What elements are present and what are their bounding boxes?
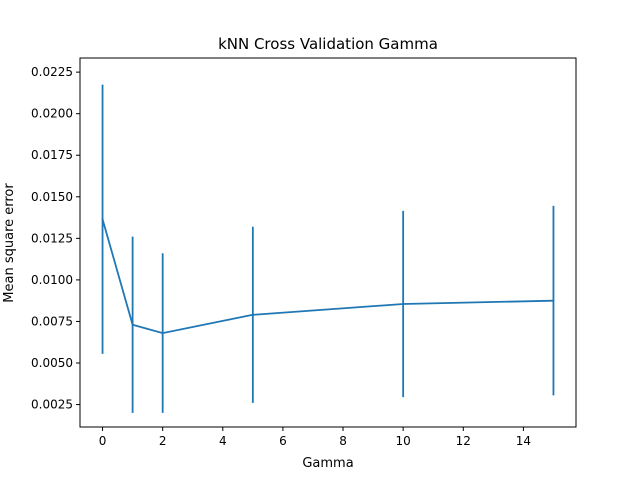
x-tick-label: 0 xyxy=(99,434,107,448)
data-point xyxy=(161,332,164,335)
plot-area xyxy=(101,84,555,413)
data-point xyxy=(552,299,555,302)
y-tick-label: 0.0225 xyxy=(31,65,73,79)
data-point xyxy=(101,218,104,221)
data-point xyxy=(402,303,405,305)
x-axis: 0 2 4 6 8 10 12 14 xyxy=(99,427,531,448)
y-axis: 0.0025 0.0050 0.0075 0.0100 0.0125 0.0150 0.01… xyxy=(31,65,80,412)
x-tick-label: 4 xyxy=(219,434,227,448)
x-tick-label: 12 xyxy=(456,434,471,448)
y-tick-label: 0.0125 xyxy=(31,231,73,245)
y-axis-label: Mean square error xyxy=(2,183,17,303)
y-tick-label: 0.0200 xyxy=(31,107,73,121)
series-line xyxy=(101,218,554,335)
chart-title: kNN Cross Validation Gamma xyxy=(218,35,438,53)
plot-frame xyxy=(79,57,577,428)
y-tick-label: 0.0025 xyxy=(31,398,73,412)
y-tick-label: 0.0175 xyxy=(31,148,73,162)
y-tick-label: 0.0075 xyxy=(31,314,73,328)
y-tick-label: 0.0150 xyxy=(31,190,73,204)
x-tick-label: 2 xyxy=(159,434,167,448)
y-tick-label: 0.0050 xyxy=(31,356,73,370)
data-point xyxy=(131,323,134,326)
y-tick-label: 0.0100 xyxy=(31,273,73,287)
x-tick-label: 8 xyxy=(339,434,347,448)
x-tick-label: 6 xyxy=(279,434,287,448)
x-tick-label: 14 xyxy=(516,434,531,448)
x-tick-label: 10 xyxy=(396,434,411,448)
x-axis-label: Gamma xyxy=(302,456,353,471)
data-point xyxy=(251,313,254,316)
